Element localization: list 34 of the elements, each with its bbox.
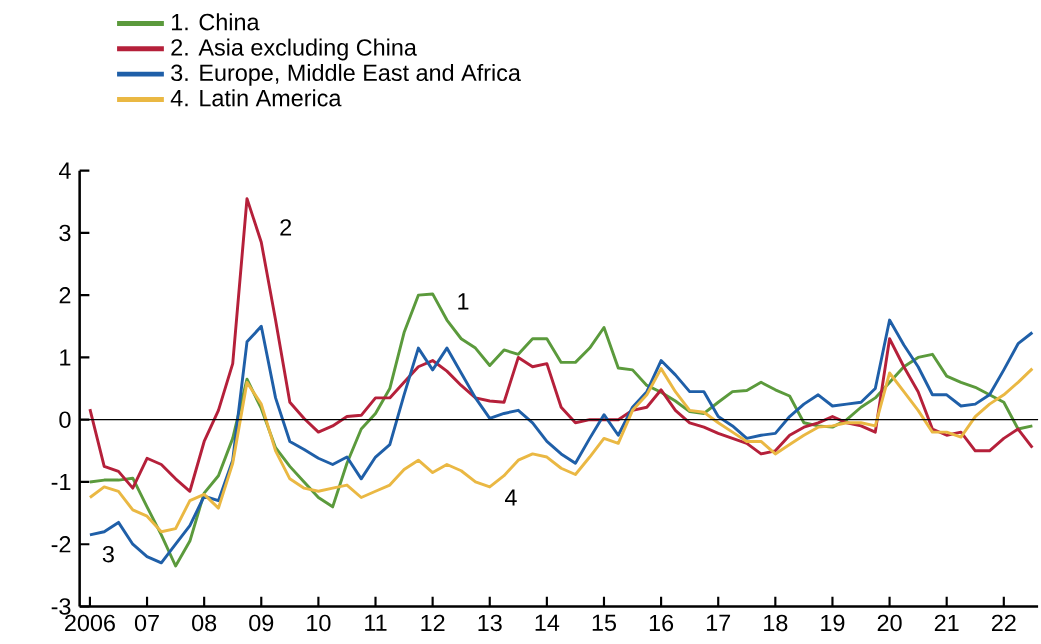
- x-tick-label: 12: [421, 614, 445, 631]
- y-tick-label: 4: [58, 162, 71, 179]
- legend-label: 1. China: [171, 13, 260, 31]
- annotation: 1: [458, 293, 469, 310]
- x-tick-label: 14: [535, 614, 560, 631]
- x-tick-label: 21: [934, 614, 959, 631]
- line-series: [88, 366, 1034, 533]
- x-tick-label: 17: [706, 614, 731, 631]
- x-tick-label: 20: [877, 614, 902, 631]
- x-tick-label: 07: [134, 614, 159, 631]
- annotation: 3: [102, 545, 114, 563]
- x-tick-label: 15: [592, 614, 616, 631]
- x-tick-label: 16: [649, 614, 674, 631]
- y-tick-label: 0: [59, 411, 71, 428]
- y-tick-label: 3: [59, 224, 71, 241]
- y-tick-label: -3: [51, 597, 71, 615]
- x-tick-label: 18: [764, 614, 788, 631]
- x-tick-label: 22: [991, 614, 1016, 631]
- legend-label: 3. Europe, Middle East and Africa: [171, 63, 521, 86]
- x-tick-label: 09: [249, 614, 274, 631]
- y-tick-label: 1: [60, 349, 71, 366]
- annotation: 2: [280, 218, 292, 236]
- legend-label: 4. Latin America: [170, 89, 342, 107]
- y-tick-label: 2: [59, 286, 71, 304]
- x-tick-label: 11: [365, 614, 387, 631]
- x-tick-label: 19: [821, 614, 845, 631]
- x-tick-label: 10: [307, 614, 331, 631]
- annotation: 4: [504, 489, 517, 506]
- x-tick-label: 08: [192, 614, 217, 631]
- y-tick-label: -2: [51, 535, 71, 553]
- y-tick-label: -1: [51, 473, 71, 490]
- x-tick-label: 2006: [65, 614, 115, 631]
- legend-label: 2. Asia excluding China: [171, 38, 417, 61]
- x-tick-label: 13: [478, 614, 502, 631]
